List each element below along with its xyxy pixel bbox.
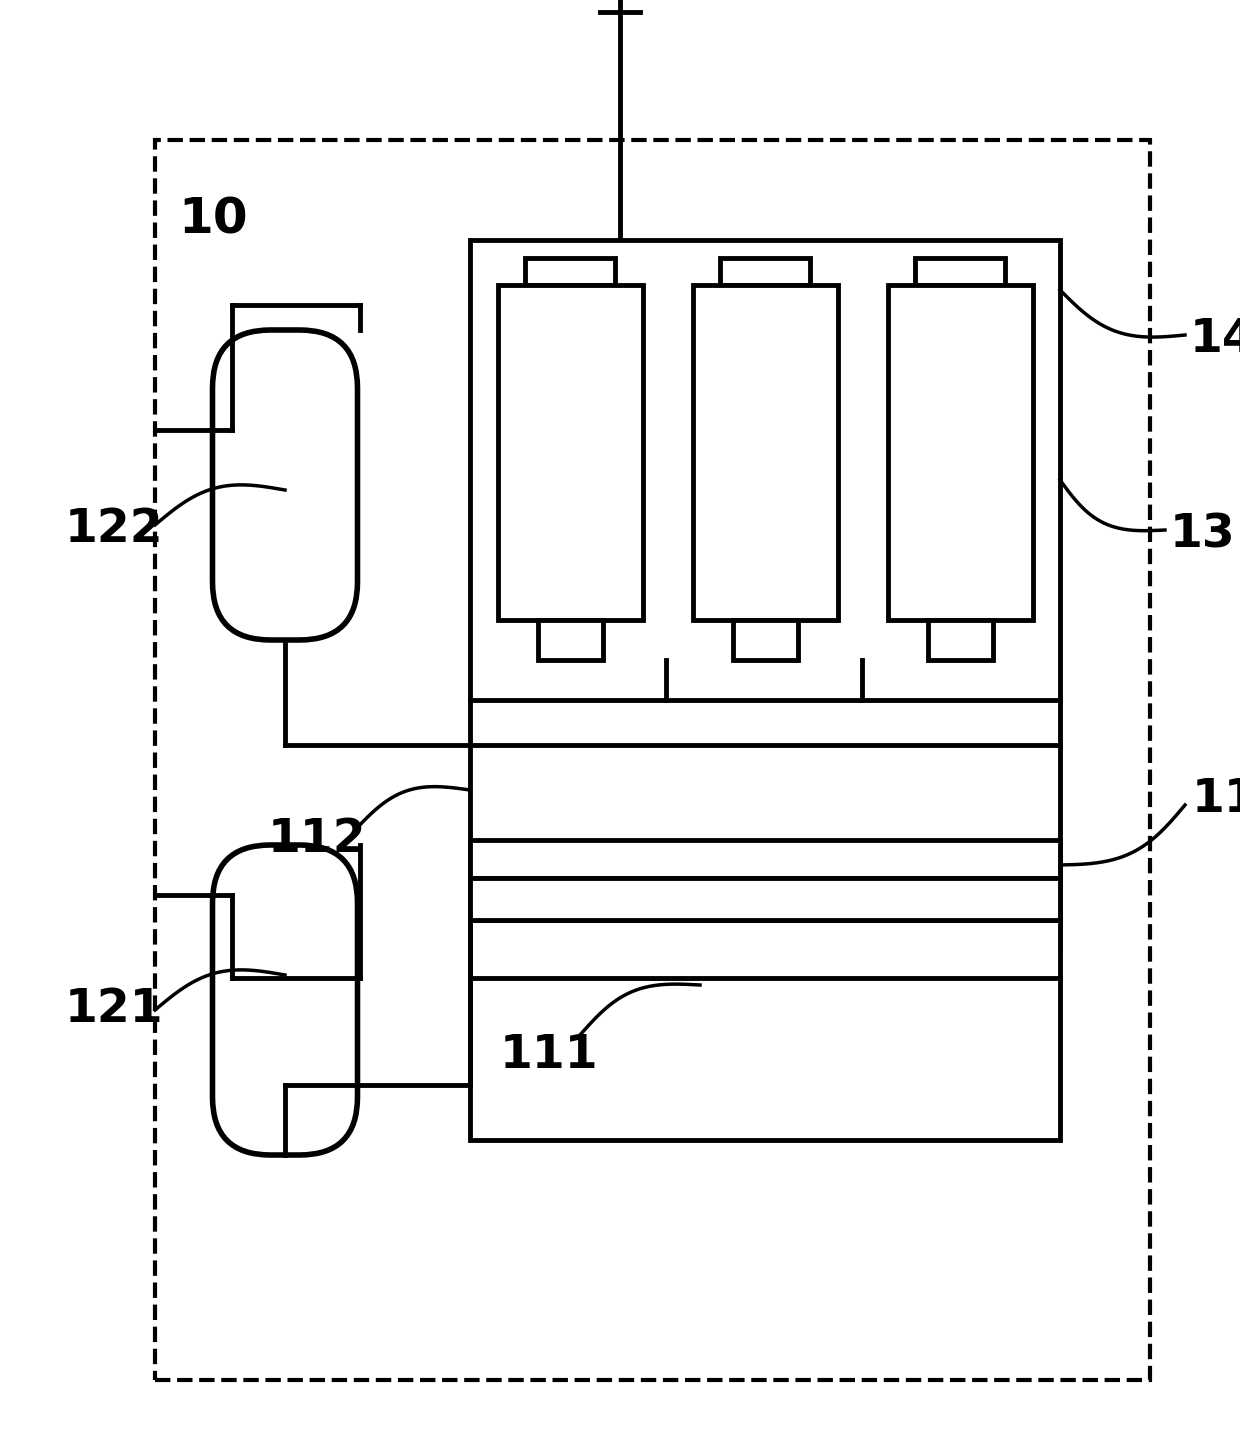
Text: 112: 112 [268,818,367,862]
Bar [470,878,1060,920]
Bar [692,285,837,619]
Text: 11: 11 [1192,777,1240,822]
Bar [733,619,797,660]
Bar [720,259,810,285]
Text: 10: 10 [179,195,248,243]
Bar [888,285,1033,619]
Text: 111: 111 [500,1033,599,1078]
Bar [470,841,1060,878]
Bar [928,619,992,660]
Bar [497,285,642,619]
Text: 14: 14 [1190,318,1240,362]
Bar [525,259,615,285]
Text: 13: 13 [1171,513,1235,558]
FancyBboxPatch shape [212,845,357,1155]
Bar [470,240,1060,950]
Text: 122: 122 [64,507,164,552]
Text: 121: 121 [64,987,164,1033]
Bar [915,259,1004,285]
Bar [470,920,1060,1140]
FancyBboxPatch shape [212,331,357,639]
Bar [537,619,603,660]
Bar [155,139,1149,1380]
